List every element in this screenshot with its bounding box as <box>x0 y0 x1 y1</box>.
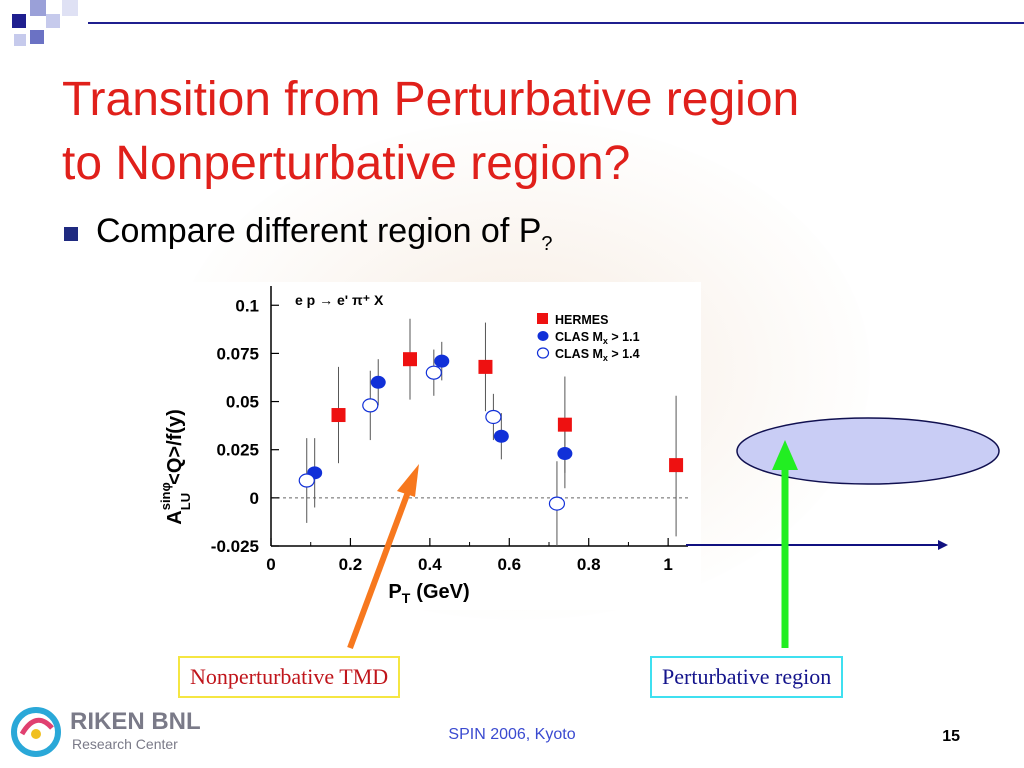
hermes-point <box>478 359 493 374</box>
legend-clas-11-icon <box>537 331 549 341</box>
y-axis-label: Asinφ LU<Q>/f(y) <box>158 409 193 524</box>
y-tick-label: -0.025 <box>211 537 259 556</box>
clas-14-point <box>548 496 566 511</box>
green-arrow-icon <box>772 440 798 648</box>
page-number: 15 <box>942 728 960 745</box>
x-tick-label: 0.8 <box>577 555 601 574</box>
slide-title: Transition from Perturbative region to N… <box>62 68 1002 196</box>
legend-label: CLAS Mx > 1.4 <box>555 347 640 363</box>
x-tick-label: 1 <box>663 555 672 574</box>
y-tick-label: 0.025 <box>216 441 259 460</box>
hermes-point <box>331 408 346 423</box>
clas-14-point <box>425 365 442 380</box>
perturbative-region-label: Perturbative region <box>650 656 844 698</box>
bullet-text-wrap: Compare different region of P? <box>96 212 553 256</box>
clas-11-point <box>434 354 450 368</box>
chart-svg: 0 0.2 0.4 0.6 0.8 1 -0.025 0 0.025 0.05 0.075 0.1 H… <box>158 286 688 606</box>
y-tick-label: 0.1 <box>235 296 259 315</box>
logo-swirl-icon <box>11 707 61 757</box>
legend-label: HERMES <box>555 313 608 327</box>
footer-text: SPIN 2006, Kyoto <box>448 726 576 743</box>
title-line-2: to Nonperturbative region? <box>62 137 631 190</box>
reaction-label: e p → e' π⁺ X <box>295 292 384 308</box>
orange-arrow-icon <box>347 464 419 650</box>
x-tick-label: 0.6 <box>497 555 521 574</box>
hermes-point <box>669 458 684 473</box>
y-tick-label: 0.075 <box>216 344 259 363</box>
bullet-item: Compare different region of P? <box>64 212 553 256</box>
hermes-point <box>557 417 572 432</box>
riken-bnl-logo: RIKEN BNL Research Center <box>8 704 208 760</box>
top-rule <box>88 22 1024 24</box>
y-tick-label: 0.05 <box>226 393 259 412</box>
perturbative-ellipse <box>736 417 1000 485</box>
clas-14-point <box>485 409 502 425</box>
legend-clas-14-icon <box>536 347 550 359</box>
logo-subtitle: Research Center <box>72 736 178 752</box>
y-tick-label: 0 <box>250 489 259 508</box>
clas-11-point <box>370 375 386 389</box>
x-axis-label: PT (GeV) <box>388 581 469 606</box>
pt-axis-arrowhead-icon <box>938 540 948 550</box>
logo-name: RIKEN BNL <box>70 708 201 735</box>
nonperturbative-tmd-label: Nonperturbative TMD <box>178 656 401 698</box>
legend-label: CLAS Mx > 1.1 <box>555 330 640 346</box>
corner-decoration <box>0 0 90 60</box>
x-tick-label: 0 <box>266 555 275 574</box>
chart-panel: 0 0.2 0.4 0.6 0.8 1 -0.025 0 0.025 0.05 0.075 0.1 H… <box>145 282 701 610</box>
bullet-subscript: ? <box>541 232 553 255</box>
x-tick-label: 0.2 <box>339 555 363 574</box>
hermes-point <box>403 352 417 367</box>
bullet-square-icon <box>64 227 78 241</box>
clas-14-point <box>362 398 379 413</box>
legend-hermes-icon <box>537 313 548 324</box>
clas-14-point <box>298 473 315 488</box>
clas-11-point <box>557 447 573 461</box>
title-line-1: Transition from Perturbative region <box>62 73 800 126</box>
clas-11-point <box>493 429 509 443</box>
x-tick-label: 0.4 <box>418 555 442 574</box>
bullet-text: Compare different region of P <box>96 212 542 250</box>
